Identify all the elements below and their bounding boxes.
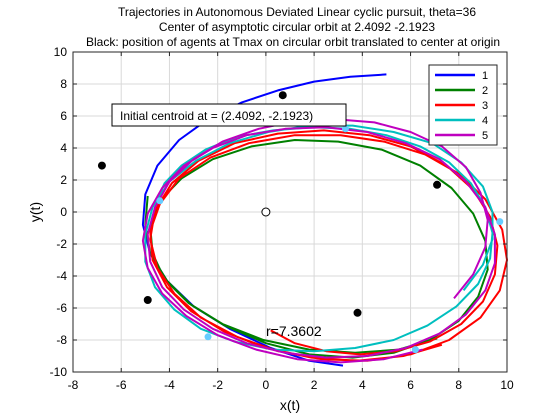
series-lines [141, 73, 508, 367]
agent-position-point [143, 296, 152, 304]
series-line-3 [149, 129, 508, 362]
chart-title-line-3: Black: position of agents at Tmax on cir… [86, 35, 500, 49]
y-tick-label: -2 [56, 237, 67, 251]
y-tick-label: 6 [60, 109, 67, 123]
y-axis-label: y(t) [27, 202, 43, 222]
agent-position-point [353, 308, 362, 317]
x-axis-label: x(t) [280, 397, 300, 413]
series-line-5 [141, 118, 496, 364]
x-tick-label: 4 [359, 378, 366, 392]
chart-title-line-1: Trajectories in Autonomous Deviated Line… [118, 5, 476, 19]
y-tick-label: 2 [60, 173, 67, 187]
cyan-marker [204, 333, 212, 341]
legend: 1 2 3 4 5 [428, 64, 498, 146]
annotation-box: Initial centroid at = (2.4092, -2.1923) [111, 103, 347, 127]
y-tick-label: 10 [54, 45, 68, 59]
y-tick-label: -10 [50, 365, 68, 379]
origin-marker [261, 207, 271, 217]
y-tick-label: 0 [60, 205, 67, 219]
markers [97, 91, 504, 354]
legend-label-5: 5 [482, 130, 488, 142]
cyan-marker [411, 346, 419, 354]
annotation-text: Initial centroid at = (2.4092, -2.1923) [120, 109, 313, 123]
agent-position-point [433, 180, 442, 189]
legend-label-1: 1 [482, 70, 488, 82]
x-tick-label: -2 [212, 378, 223, 392]
y-tick-label: 4 [60, 141, 67, 155]
y-tick-label: -6 [56, 301, 67, 315]
cyan-marker [496, 218, 504, 226]
legend-label-3: 3 [482, 100, 488, 112]
x-tick-label: 2 [311, 378, 318, 392]
agent-position-point [97, 161, 106, 170]
x-tick-label: 0 [263, 378, 270, 392]
x-tick-label: 6 [407, 378, 414, 392]
series-line-2 [144, 139, 489, 359]
radius-label: r=7.3602 [266, 323, 322, 339]
x-tick-label: 8 [455, 378, 462, 392]
series-line-1 [141, 73, 387, 367]
agent-position-point [278, 91, 287, 100]
x-tick-label: -8 [68, 378, 79, 392]
annotation-box-frame [111, 103, 347, 127]
x-tick-label: -6 [116, 378, 127, 392]
y-tick-label: 8 [60, 77, 67, 91]
chart-title-line-2: Center of asymptotic circular orbit at 2… [159, 20, 435, 34]
x-tick-label: -4 [164, 378, 175, 392]
y-tick-label: -4 [56, 269, 67, 283]
legend-label-4: 4 [482, 115, 488, 127]
y-tick-label: -8 [56, 333, 67, 347]
legend-label-2: 2 [482, 85, 488, 97]
cyan-marker [341, 125, 349, 133]
cyan-marker [156, 197, 164, 205]
x-tick-label: 10 [500, 378, 514, 392]
